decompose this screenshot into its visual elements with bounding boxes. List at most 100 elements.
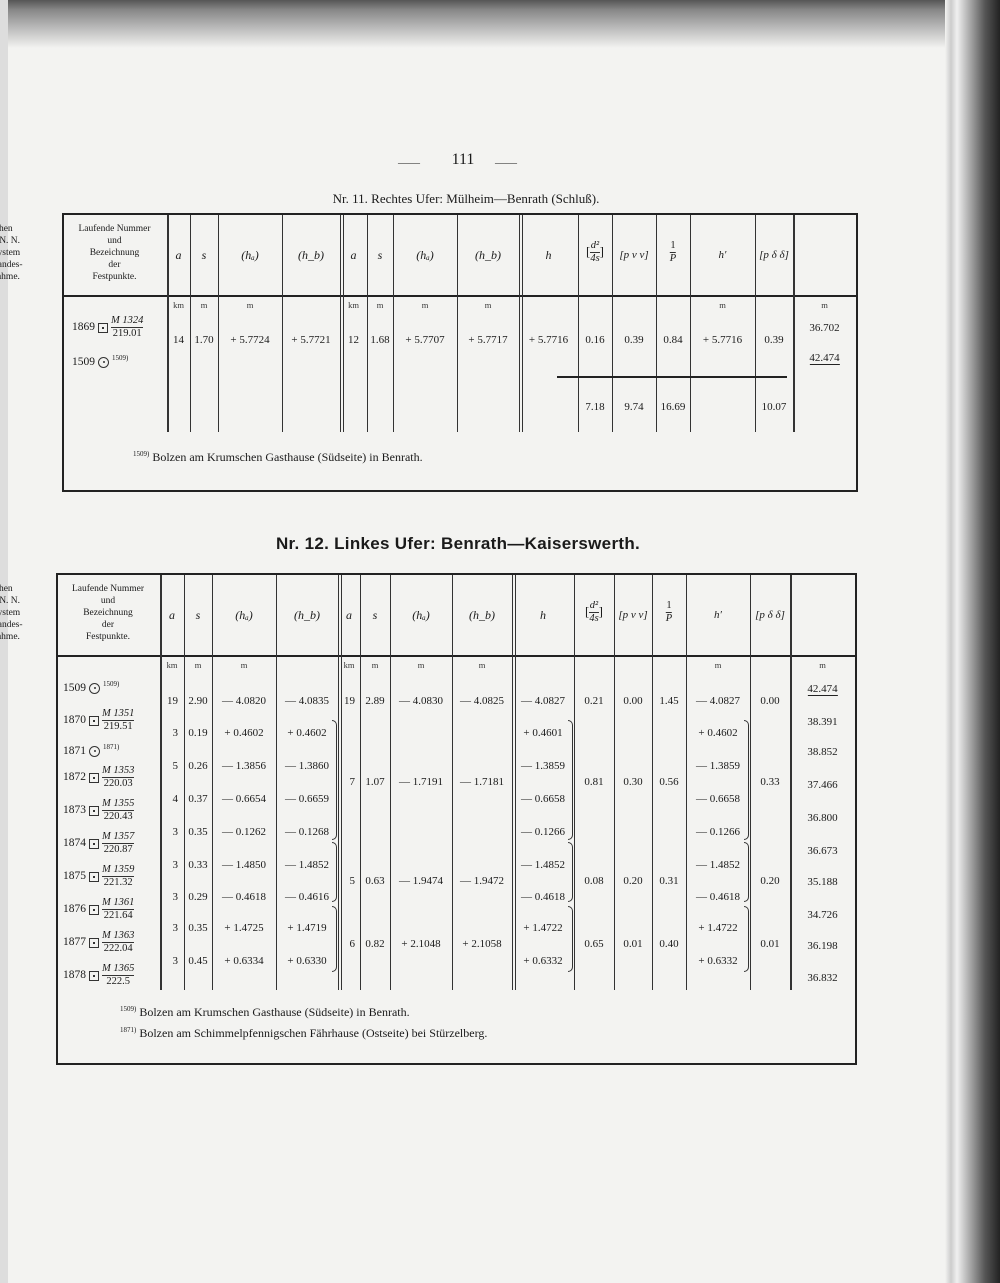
segment-hb: + 0.4602 (287, 727, 327, 739)
column-divider (750, 575, 751, 990)
table1-header-hprime: h′ (718, 249, 727, 261)
page-number: 111 (451, 151, 475, 168)
point-number: 1874 (63, 837, 86, 850)
table1-header-s: s (201, 248, 207, 262)
segment-s: 0.33 (188, 859, 208, 871)
benchmark-mark: M 1359 (102, 864, 135, 877)
segment-ha: — 0.4618 (222, 891, 266, 903)
table1-header-a: a (175, 248, 182, 262)
table1-header-d2: [d² 4s] (585, 240, 605, 264)
header-line: Laufende Nummer (71, 584, 145, 594)
table2-header-a: a (169, 608, 175, 622)
table1-sum-d2: 7.18 (585, 401, 605, 413)
header-line: und (107, 236, 122, 246)
group-invP: 0.40 (659, 938, 679, 950)
group-hb: — 1.9472 (460, 875, 504, 887)
footnote-ref: 1871) (103, 743, 120, 751)
header-line: aufnahme. (0, 632, 20, 642)
segment-s: 0.19 (188, 727, 208, 739)
table2-unit-m: m (371, 660, 379, 670)
benchmark-sub: 221.64 (103, 910, 133, 921)
brace-mark (568, 720, 573, 840)
table2-unit-m: m (714, 660, 722, 670)
table2-header-hb: (h_b) (294, 608, 320, 622)
d2-den: 4s (590, 253, 600, 264)
segment-ha: + 0.4602 (224, 727, 264, 739)
column-divider (793, 215, 795, 432)
table1-unit-m: m (421, 300, 429, 310)
brace-mark (744, 906, 749, 972)
table2-point-1509: 1509 1509) (63, 678, 119, 694)
segment-h: + 0.4601 (523, 727, 563, 739)
segment-a: 3 (172, 826, 179, 838)
page-top-edge (0, 0, 1000, 48)
segment-hprime: — 0.4618 (696, 891, 740, 903)
invP-den: P (665, 613, 673, 624)
group-pvv: 0.30 (623, 776, 643, 788)
table1-header-pdd: [p δ δ] (759, 249, 789, 261)
segment-h: — 0.6658 (521, 793, 565, 805)
segment-a: 3 (172, 955, 179, 967)
segment-ha: + 1.4725 (224, 922, 264, 934)
table2-height-1878: 36.832 (807, 972, 838, 984)
table2-point-1877: 1877 M 1363 222.04 (63, 930, 135, 955)
circle-dot-icon (89, 745, 100, 757)
header-line: aufnahme. (0, 272, 20, 282)
table1-header-ha: (hₐ) (241, 248, 259, 262)
square-dot-icon (98, 322, 108, 333)
point-number: 1870 (63, 714, 86, 727)
benchmark-mark: M 1324 (111, 315, 144, 328)
segment-hb: + 0.6330 (287, 955, 327, 967)
segment-h: — 4.0827 (521, 695, 565, 707)
point-number: 1509 (63, 681, 86, 694)
table2-header-pdd: [p δ δ] (755, 609, 785, 621)
square-dot-icon (89, 871, 99, 882)
d2-den: 4s (589, 613, 599, 624)
table2-header-d2: [d² 4s] (584, 600, 604, 624)
column-divider (390, 575, 391, 990)
column-divider (184, 575, 185, 990)
table2-height-1871: 38.852 (807, 746, 838, 758)
footnote-mark: 1871) (120, 1026, 137, 1034)
header-line: Festpunkte. (85, 632, 131, 642)
segment-hb: — 0.1268 (285, 826, 329, 838)
column-divider (338, 575, 339, 990)
point-number: 1871 (63, 744, 86, 757)
column-divider (190, 215, 191, 432)
segment-h: + 1.4722 (523, 922, 563, 934)
column-divider (457, 215, 458, 432)
table2-header-h: h (540, 608, 546, 622)
header-line: im System (0, 608, 21, 618)
benchmark-mark: M 1365 (102, 963, 135, 976)
group-d2: 0.21 (584, 695, 604, 707)
header-line: Laufende Nummer (78, 224, 151, 234)
brace-mark (568, 906, 573, 972)
table1-unit-m: m (200, 300, 208, 310)
table1-cell-ha1: + 5.7724 (230, 334, 270, 346)
segment-hprime: — 1.3859 (696, 760, 740, 772)
column-divider (522, 215, 523, 432)
group-d2: 0.65 (584, 938, 604, 950)
table2-point-1874: 1874 M 1357 220.87 (63, 831, 135, 856)
group-hb: + 2.1058 (462, 938, 502, 950)
row-divider (62, 295, 856, 297)
table1-cell-hb2: + 5.7717 (468, 334, 508, 346)
table1-header-heights: Höhen über N. N. im System der Landes-aufna… (0, 223, 23, 283)
group-pvv: 0.00 (623, 695, 643, 707)
invP-num: 1 (669, 240, 677, 253)
point-number: 1877 (63, 936, 86, 949)
brace-mark (568, 842, 573, 902)
table2-point-1872: 1872 M 1353 220.03 (63, 765, 135, 790)
group-s: 0.63 (365, 875, 385, 887)
column-divider (167, 215, 169, 432)
table2-unit-m: m (240, 660, 248, 670)
benchmark-sub: 219.01 (112, 328, 142, 339)
table2-header-pvv: [p v v] (618, 609, 648, 621)
brace-mark (332, 842, 337, 902)
table2-height-1873: 36.800 (807, 812, 838, 824)
table1-header-ha: (hₐ) (416, 248, 434, 262)
footnote-text: Bolzen am Krumschen Gasthause (Südseite)… (152, 450, 423, 464)
benchmark-mark: M 1363 (102, 930, 135, 943)
column-divider (160, 575, 162, 990)
table1-header-s: s (377, 248, 383, 262)
